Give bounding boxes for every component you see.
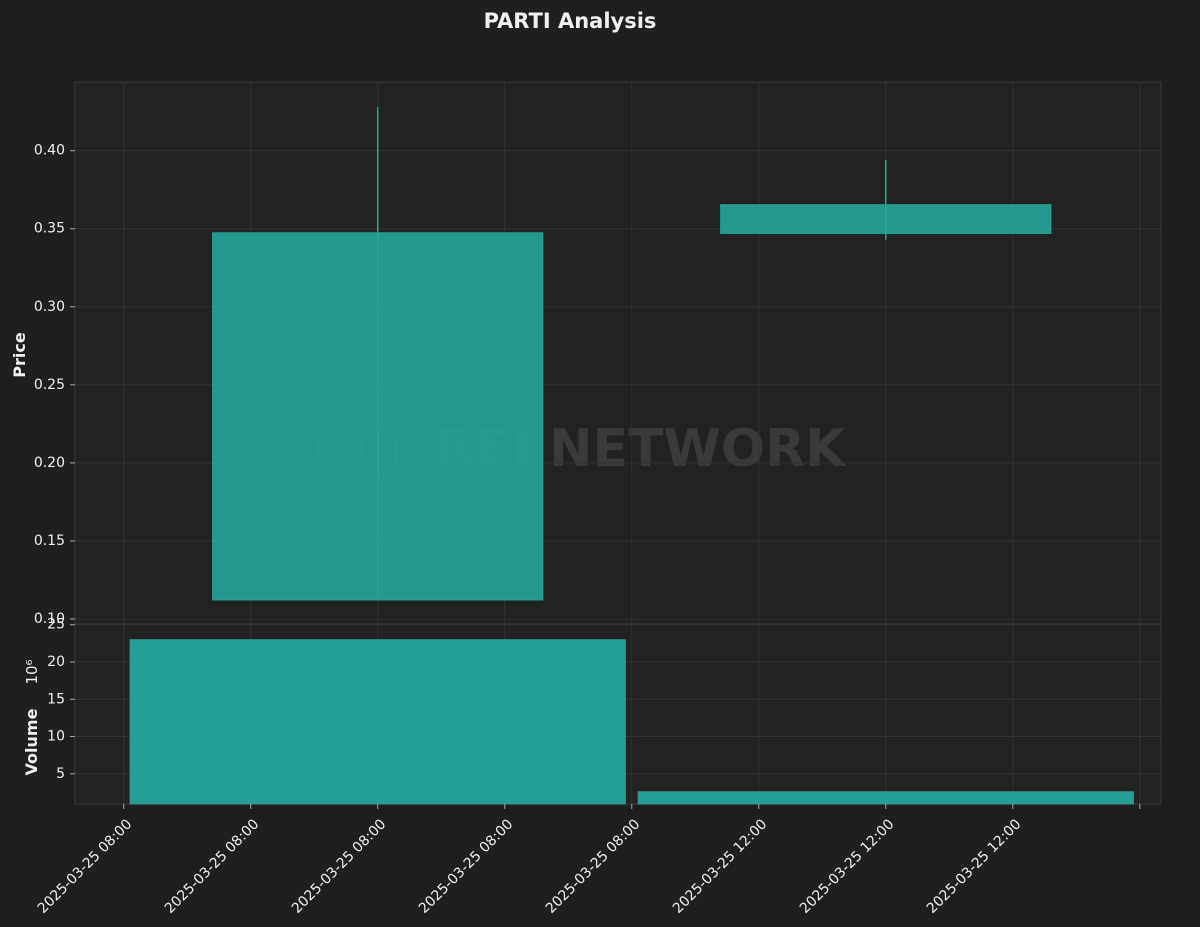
y-axis-label: Price: [10, 332, 29, 378]
candle-body: [720, 204, 1052, 234]
y-tick-label: 0.15: [34, 533, 65, 549]
volume-bar: [637, 791, 1134, 805]
chart-title: PARTI Analysis: [484, 9, 657, 33]
y-tick-label: 0.20: [34, 455, 65, 471]
y-tick-label: 0.35: [34, 221, 65, 237]
y-tick-label: 5: [56, 766, 65, 782]
y-tick-label: 10: [47, 729, 65, 745]
y-axis-label: Volume: [22, 708, 41, 775]
y-tick-label: 25: [47, 617, 65, 633]
volume-bar: [129, 639, 626, 805]
y-tick-label: 20: [47, 654, 65, 670]
axis-scale-label: 10⁶: [23, 659, 41, 684]
y-tick-label: 15: [47, 691, 65, 707]
y-tick-label: 0.10: [34, 611, 65, 627]
y-tick-label: 0.25: [34, 377, 65, 393]
y-tick-label: 0.40: [34, 143, 65, 159]
y-tick-label: 0.30: [34, 299, 65, 315]
candle-body: [212, 232, 544, 601]
